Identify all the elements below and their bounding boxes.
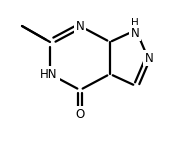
Text: H: H: [131, 18, 139, 28]
Text: N: N: [76, 19, 84, 33]
Text: N: N: [131, 27, 139, 39]
Text: HN: HN: [40, 67, 58, 81]
Text: N: N: [145, 52, 153, 64]
Text: O: O: [75, 107, 85, 121]
